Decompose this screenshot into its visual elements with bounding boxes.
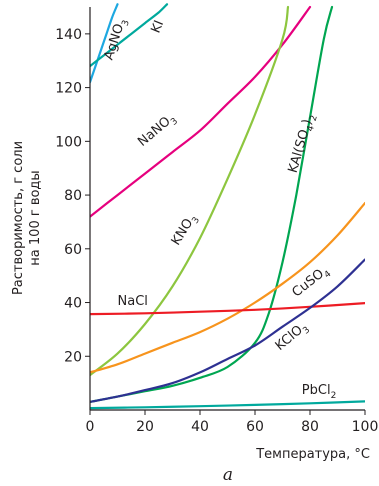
- y-axis-label-line1: Растворимость, г соли: [11, 141, 26, 295]
- x-tick-label-0: 0: [86, 419, 95, 435]
- x-tick-label-3: 60: [246, 419, 264, 435]
- y-tick-label-6: 140: [55, 27, 82, 43]
- series-label-1: KI: [149, 18, 168, 35]
- series-label-8: PbCl2: [302, 383, 337, 401]
- series-line-0: [90, 3, 119, 84]
- y-axis-label-line2: на 100 г воды: [28, 170, 43, 265]
- series-line-6: [90, 302, 365, 316]
- series-label-3: KAl(SO4)2: [286, 112, 320, 176]
- series-label-0: AgNO3: [102, 17, 132, 63]
- x-tick-label-4: 80: [301, 419, 319, 435]
- chart-caption: а: [223, 465, 233, 485]
- series-line-8: [90, 400, 365, 410]
- x-axis-label: Температура, °C: [255, 447, 370, 462]
- x-tick-label-5: 100: [352, 419, 379, 435]
- y-tick-label-1: 40: [64, 296, 82, 312]
- series-label-5: CuSO4: [290, 263, 334, 303]
- series-line-5: [90, 202, 365, 374]
- y-tick-label-5: 120: [55, 81, 82, 97]
- x-tick-label-2: 40: [191, 419, 209, 435]
- series-line-2: [90, 5, 312, 218]
- series-line-1: [90, 3, 169, 68]
- y-tick-label-3: 80: [64, 188, 82, 204]
- y-tick-label-0: 20: [64, 349, 82, 365]
- y-tick-label-2: 60: [64, 242, 82, 258]
- series-label-6: NaCl: [118, 294, 148, 309]
- series-label-7: KClO3: [273, 319, 313, 356]
- x-tick-label-1: 20: [136, 419, 154, 435]
- y-tick-label-4: 100: [55, 134, 82, 150]
- series-line-7: [90, 258, 365, 403]
- series-line-4: [90, 5, 290, 377]
- series-label-2: NaNO3: [135, 110, 180, 152]
